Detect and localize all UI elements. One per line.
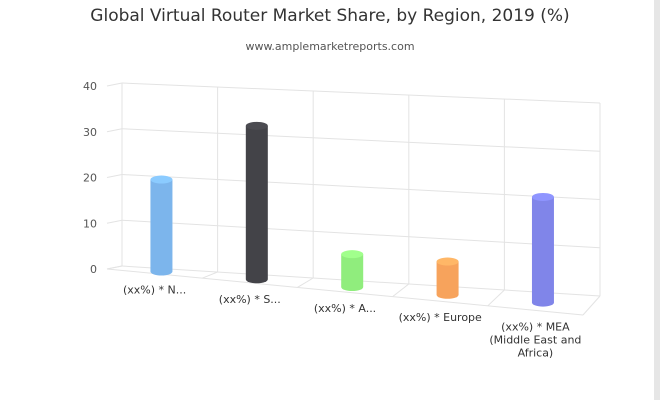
floor-gridline bbox=[106, 265, 123, 270]
floor-edge bbox=[106, 268, 584, 316]
gridline bbox=[121, 128, 601, 152]
category-label: (xx%) * A... bbox=[314, 302, 376, 315]
y-tick-label: 0 bbox=[90, 263, 97, 276]
category-label: (xx%) * N... bbox=[123, 284, 186, 297]
bar-top bbox=[150, 175, 173, 184]
bar-cylinder[interactable] bbox=[436, 257, 459, 299]
y-tick-label: 10 bbox=[83, 217, 97, 230]
gridline bbox=[121, 82, 601, 104]
floor-gridline bbox=[202, 271, 218, 279]
bar-cylinder[interactable] bbox=[531, 192, 554, 307]
y-tick-label: 40 bbox=[83, 80, 97, 93]
bar-body bbox=[150, 179, 173, 276]
y-tick-label: 30 bbox=[83, 126, 97, 139]
bar-cylinder[interactable] bbox=[245, 121, 268, 284]
bar-top bbox=[531, 192, 554, 201]
page-scrollbar[interactable] bbox=[654, 0, 660, 400]
bar-top bbox=[341, 250, 364, 259]
bar-body bbox=[436, 261, 459, 299]
bar-body bbox=[531, 196, 554, 307]
gridline bbox=[121, 219, 601, 249]
category-label: (xx%) * MEA (Middle East and Africa) bbox=[489, 320, 581, 359]
side-gridline bbox=[106, 82, 123, 87]
side-gridline bbox=[106, 128, 123, 133]
side-gridline bbox=[106, 174, 123, 178]
bar-cylinder[interactable] bbox=[150, 175, 173, 276]
y-tick-label: 20 bbox=[83, 172, 97, 185]
floor-gridline bbox=[487, 289, 505, 307]
gridline bbox=[121, 174, 601, 200]
bar-body bbox=[341, 254, 364, 292]
chart-title: Global Virtual Router Market Share, by R… bbox=[90, 6, 570, 26]
bar-top bbox=[245, 121, 268, 130]
floor-gridline bbox=[392, 283, 410, 297]
bar-cylinder[interactable] bbox=[341, 250, 364, 292]
bar-top bbox=[436, 257, 459, 266]
side-gridline bbox=[106, 219, 123, 224]
floor-gridline bbox=[297, 277, 314, 288]
floor-gridline bbox=[582, 295, 601, 316]
category-label: (xx%) * Europe bbox=[399, 311, 482, 324]
grid-lines bbox=[106, 82, 601, 316]
category-label: (xx%) * S... bbox=[219, 293, 281, 306]
bar-body bbox=[245, 125, 268, 284]
chart-subtitle: www.amplemarketreports.com bbox=[245, 40, 415, 53]
